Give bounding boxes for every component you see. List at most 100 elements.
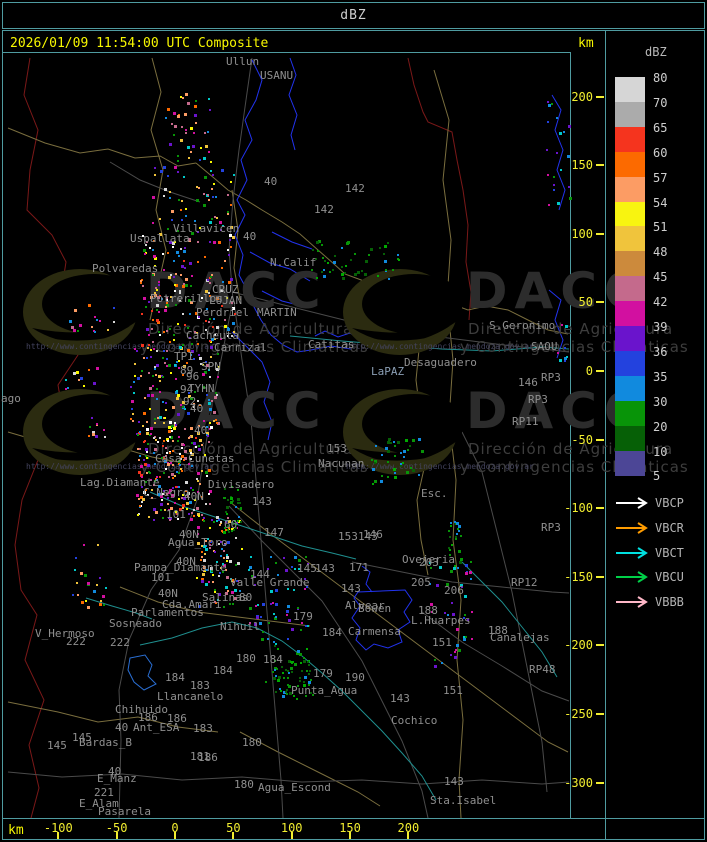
radar-echo-pixel xyxy=(220,567,222,569)
radar-echo-pixel xyxy=(305,695,307,697)
radar-echo-pixel xyxy=(209,295,211,297)
radar-echo-pixel xyxy=(553,184,555,186)
radar-echo-pixel xyxy=(185,93,188,96)
radar-echo-pixel xyxy=(171,430,173,432)
y-tick-mark xyxy=(596,575,604,578)
radar-echo-pixel xyxy=(198,605,201,608)
radar-echo-pixel xyxy=(456,644,459,647)
radar-echo-pixel xyxy=(181,265,184,268)
radar-echo-pixel xyxy=(218,543,220,545)
radar-echo-pixel xyxy=(237,562,240,565)
radar-echo-pixel xyxy=(76,371,79,374)
radar-echo-pixel xyxy=(163,195,165,197)
radar-echo-pixel xyxy=(152,249,154,251)
radar-echo-pixel xyxy=(321,244,323,246)
radar-echo-pixel xyxy=(177,230,179,232)
radar-echo-pixel xyxy=(208,321,210,323)
radar-echo-pixel xyxy=(137,377,140,380)
map-boundary-path xyxy=(7,701,219,733)
radar-echo-pixel xyxy=(318,240,321,243)
radar-echo-pixel xyxy=(460,535,462,537)
radar-echo-pixel xyxy=(209,408,212,411)
radar-echo-pixel xyxy=(204,256,206,258)
colorbar-swatch xyxy=(615,151,645,177)
radar-echo-pixel xyxy=(88,435,90,437)
radar-echo-pixel xyxy=(561,324,563,326)
radar-echo-pixel xyxy=(75,557,77,559)
radar-echo-pixel xyxy=(206,475,208,477)
radar-echo-pixel xyxy=(225,569,227,571)
radar-echo-pixel xyxy=(308,681,311,684)
radar-echo-pixel xyxy=(162,357,164,359)
map-label: 101 xyxy=(166,508,186,521)
radar-echo-pixel xyxy=(84,574,87,577)
radar-echo-pixel xyxy=(183,444,185,446)
radar-echo-pixel xyxy=(204,454,206,456)
radar-echo-pixel xyxy=(171,494,174,497)
radar-echo-pixel xyxy=(237,489,239,491)
radar-echo-pixel xyxy=(202,364,204,366)
radar-echo-pixel xyxy=(180,404,182,406)
radar-echo-pixel xyxy=(405,439,408,442)
radar-echo-pixel xyxy=(148,334,150,336)
radar-echo-pixel xyxy=(156,364,159,367)
radar-echo-pixel xyxy=(212,574,214,576)
radar-echo-pixel xyxy=(306,586,308,588)
radar-echo-pixel xyxy=(548,104,551,107)
radar-echo-pixel xyxy=(232,236,235,239)
radar-echo-pixel xyxy=(454,565,456,567)
radar-echo-pixel xyxy=(249,622,251,624)
radar-echo-pixel xyxy=(197,343,199,345)
radar-echo-pixel xyxy=(380,480,383,483)
map-label: 145 xyxy=(297,562,317,575)
radar-echo-pixel xyxy=(158,331,160,333)
radar-echo-pixel xyxy=(156,350,158,352)
map-boundary-path xyxy=(351,589,413,651)
radar-echo-pixel xyxy=(96,367,99,370)
radar-echo-pixel xyxy=(166,302,168,304)
radar-echo-pixel xyxy=(166,297,168,299)
radar-echo-pixel xyxy=(227,517,229,519)
radar-echo-pixel xyxy=(150,427,153,430)
radar-echo-pixel xyxy=(203,566,206,569)
radar-echo-pixel xyxy=(155,439,157,441)
radar-echo-pixel xyxy=(151,489,153,491)
map-label: ago xyxy=(1,392,21,405)
map-label: 151 xyxy=(443,684,463,697)
radar-echo-pixel xyxy=(183,283,185,285)
radar-echo-pixel xyxy=(216,520,218,522)
radar-echo-pixel xyxy=(145,244,147,246)
radar-echo-pixel xyxy=(172,246,174,248)
radar-echo-pixel xyxy=(176,397,179,400)
radar-echo-pixel xyxy=(188,395,191,398)
x-tick-label: -50 xyxy=(105,821,128,835)
radar-echo-pixel xyxy=(220,289,223,292)
radar-echo-pixel xyxy=(151,310,153,312)
x-axis-unit: km xyxy=(8,823,24,838)
radar-echo-pixel xyxy=(153,255,156,258)
radar-echo-pixel xyxy=(209,318,211,320)
radar-echo-pixel xyxy=(230,246,232,248)
map-boundary-path xyxy=(231,189,241,301)
radar-echo-pixel xyxy=(394,445,396,447)
radar-echo-pixel xyxy=(198,425,200,427)
radar-echo-pixel xyxy=(191,442,193,444)
colorbar-tick-label: 51 xyxy=(653,220,668,235)
map-label: 144 xyxy=(250,568,270,581)
radar-echo-pixel xyxy=(163,457,165,459)
radar-echo-pixel xyxy=(357,271,360,274)
radar-echo-pixel xyxy=(374,462,376,464)
radar-echo-pixel xyxy=(96,584,98,586)
radar-echo-pixel xyxy=(365,260,368,263)
radar-echo-pixel xyxy=(168,276,171,279)
radar-echo-pixel xyxy=(165,306,167,308)
radar-echo-pixel xyxy=(197,400,199,402)
colorbar-swatch xyxy=(615,251,645,277)
radar-echo-pixel xyxy=(569,197,572,200)
radar-echo-pixel xyxy=(221,169,224,172)
radar-echo-pixel xyxy=(206,432,209,435)
radar-echo-pixel xyxy=(207,194,209,196)
radar-echo-pixel xyxy=(184,428,186,430)
map-boundary-path xyxy=(234,59,352,353)
radar-echo-pixel xyxy=(288,685,291,688)
